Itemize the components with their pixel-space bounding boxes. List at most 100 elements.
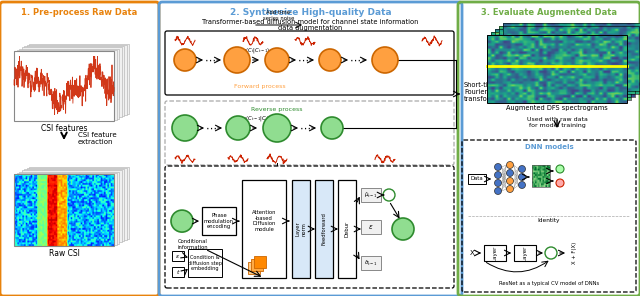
Text: $\cdots$: $\cdots$ (299, 123, 311, 133)
Bar (468, 174, 486, 184)
Bar (254, 256, 266, 268)
Text: $C_0$: $C_0$ (180, 55, 190, 65)
Text: Layer: Layer (522, 245, 527, 261)
Text: $C_T$: $C_T$ (325, 55, 335, 65)
Bar (251, 259, 263, 271)
Bar (361, 188, 381, 202)
Text: CSI features: CSI features (41, 124, 87, 133)
Text: $C_T$: $C_T$ (380, 55, 390, 65)
Circle shape (506, 178, 513, 184)
Text: X + F(X): X + F(X) (572, 242, 577, 264)
Bar (19, 49, 119, 119)
Text: $\epsilon$: $\epsilon$ (175, 252, 180, 260)
Text: $\cdots$: $\cdots$ (204, 55, 216, 65)
Circle shape (174, 49, 196, 71)
Text: $C_t$: $C_t$ (273, 55, 282, 65)
Text: Layer: Layer (493, 245, 497, 261)
Circle shape (495, 187, 502, 194)
Text: Layer
norm: Layer norm (296, 222, 307, 237)
Bar (248, 262, 260, 274)
Bar (188, 249, 222, 277)
Text: -: - (559, 178, 561, 187)
Bar (361, 220, 381, 234)
Bar (26, 168, 127, 240)
Text: ResNet as a typical CV model of DNNs: ResNet as a typical CV model of DNNs (499, 281, 599, 286)
Circle shape (506, 170, 513, 176)
Text: $\cdots$: $\cdots$ (297, 55, 309, 65)
Text: Augmented DFS spectrograms: Augmented DFS spectrograms (506, 105, 608, 111)
Text: Phase
modulation
encoding: Phase modulation encoding (204, 213, 234, 229)
Circle shape (321, 117, 343, 139)
Circle shape (506, 162, 513, 168)
Text: DNN models: DNN models (525, 144, 573, 150)
Text: $p_\theta(C_{t-1}|C_t)$: $p_\theta(C_{t-1}|C_t)$ (240, 114, 270, 123)
Bar (491, 32, 631, 100)
Text: Condition &
diffusion step
embedding: Condition & diffusion step embedding (188, 255, 222, 271)
Text: $\cdots$: $\cdots$ (349, 55, 361, 65)
Text: $+$: $+$ (385, 189, 394, 200)
Text: $\hat{\sigma}_{t-1}$: $\hat{\sigma}_{t-1}$ (364, 258, 378, 268)
Text: data augmentation: data augmentation (278, 25, 342, 31)
Text: Forward process: Forward process (234, 84, 286, 89)
Text: +: + (547, 248, 555, 258)
Text: $\hat{\mu}_{t-1}$: $\hat{\mu}_{t-1}$ (364, 190, 378, 200)
Text: $C_{t-1}$: $C_{t-1}$ (270, 123, 284, 132)
Text: Short-time
Fourier
transform: Short-time Fourier transform (464, 82, 499, 102)
Text: Identity: Identity (538, 218, 560, 223)
Bar (24, 46, 124, 116)
Circle shape (392, 218, 414, 240)
Text: $C_{t-1}$: $C_{t-1}$ (396, 225, 410, 234)
Text: $C_T$: $C_T$ (180, 123, 190, 133)
Bar (22, 170, 122, 242)
Text: Add time-
series noise: Add time- series noise (263, 10, 294, 21)
Bar (22, 47, 122, 118)
Circle shape (556, 179, 564, 187)
Circle shape (265, 48, 289, 72)
Text: Transformer-based diffusion model for channel state information: Transformer-based diffusion model for ch… (202, 19, 419, 25)
Circle shape (383, 189, 395, 201)
Bar (17, 173, 116, 245)
Text: Raw CSI: Raw CSI (49, 249, 79, 258)
Bar (315, 180, 333, 278)
Bar (514, 245, 536, 261)
Circle shape (545, 247, 557, 259)
Text: 3. Evaluate Augmented Data: 3. Evaluate Augmented Data (481, 7, 617, 17)
Circle shape (518, 173, 525, 181)
Bar (484, 245, 506, 261)
Bar (292, 180, 310, 278)
Circle shape (372, 47, 398, 73)
Bar (503, 23, 640, 91)
Text: 2. Synthesize High-quality Data: 2. Synthesize High-quality Data (230, 7, 391, 17)
Circle shape (518, 165, 525, 173)
Text: Reverse process: Reverse process (252, 107, 303, 112)
Text: 1. Pre-process Raw Data: 1. Pre-process Raw Data (21, 7, 137, 17)
Circle shape (495, 163, 502, 170)
Text: $C_0$: $C_0$ (327, 123, 337, 133)
Circle shape (518, 181, 525, 189)
Bar (499, 26, 639, 94)
Text: Conditional
information: Conditional information (178, 239, 209, 250)
Text: $q(C_t|C_{t-1})$: $q(C_t|C_{t-1})$ (242, 46, 270, 55)
Circle shape (226, 116, 250, 140)
Circle shape (224, 47, 250, 73)
Text: Used with raw data
for model training: Used with raw data for model training (527, 117, 588, 128)
Bar (532, 165, 550, 187)
Circle shape (319, 49, 341, 71)
Circle shape (556, 165, 564, 173)
Bar (172, 267, 184, 277)
Circle shape (495, 179, 502, 186)
Bar (361, 256, 381, 270)
Bar (14, 174, 114, 246)
Bar (17, 50, 116, 120)
Text: $C_t$: $C_t$ (234, 123, 243, 133)
Text: Feedforward: Feedforward (321, 213, 326, 245)
Text: X: X (470, 250, 474, 256)
Bar (14, 51, 114, 121)
Text: $C_t$: $C_t$ (178, 216, 186, 226)
Bar (242, 180, 286, 278)
Circle shape (171, 210, 193, 232)
Bar (487, 35, 627, 103)
Bar (172, 251, 184, 261)
Text: Debur: Debur (344, 221, 349, 237)
Circle shape (495, 171, 502, 178)
